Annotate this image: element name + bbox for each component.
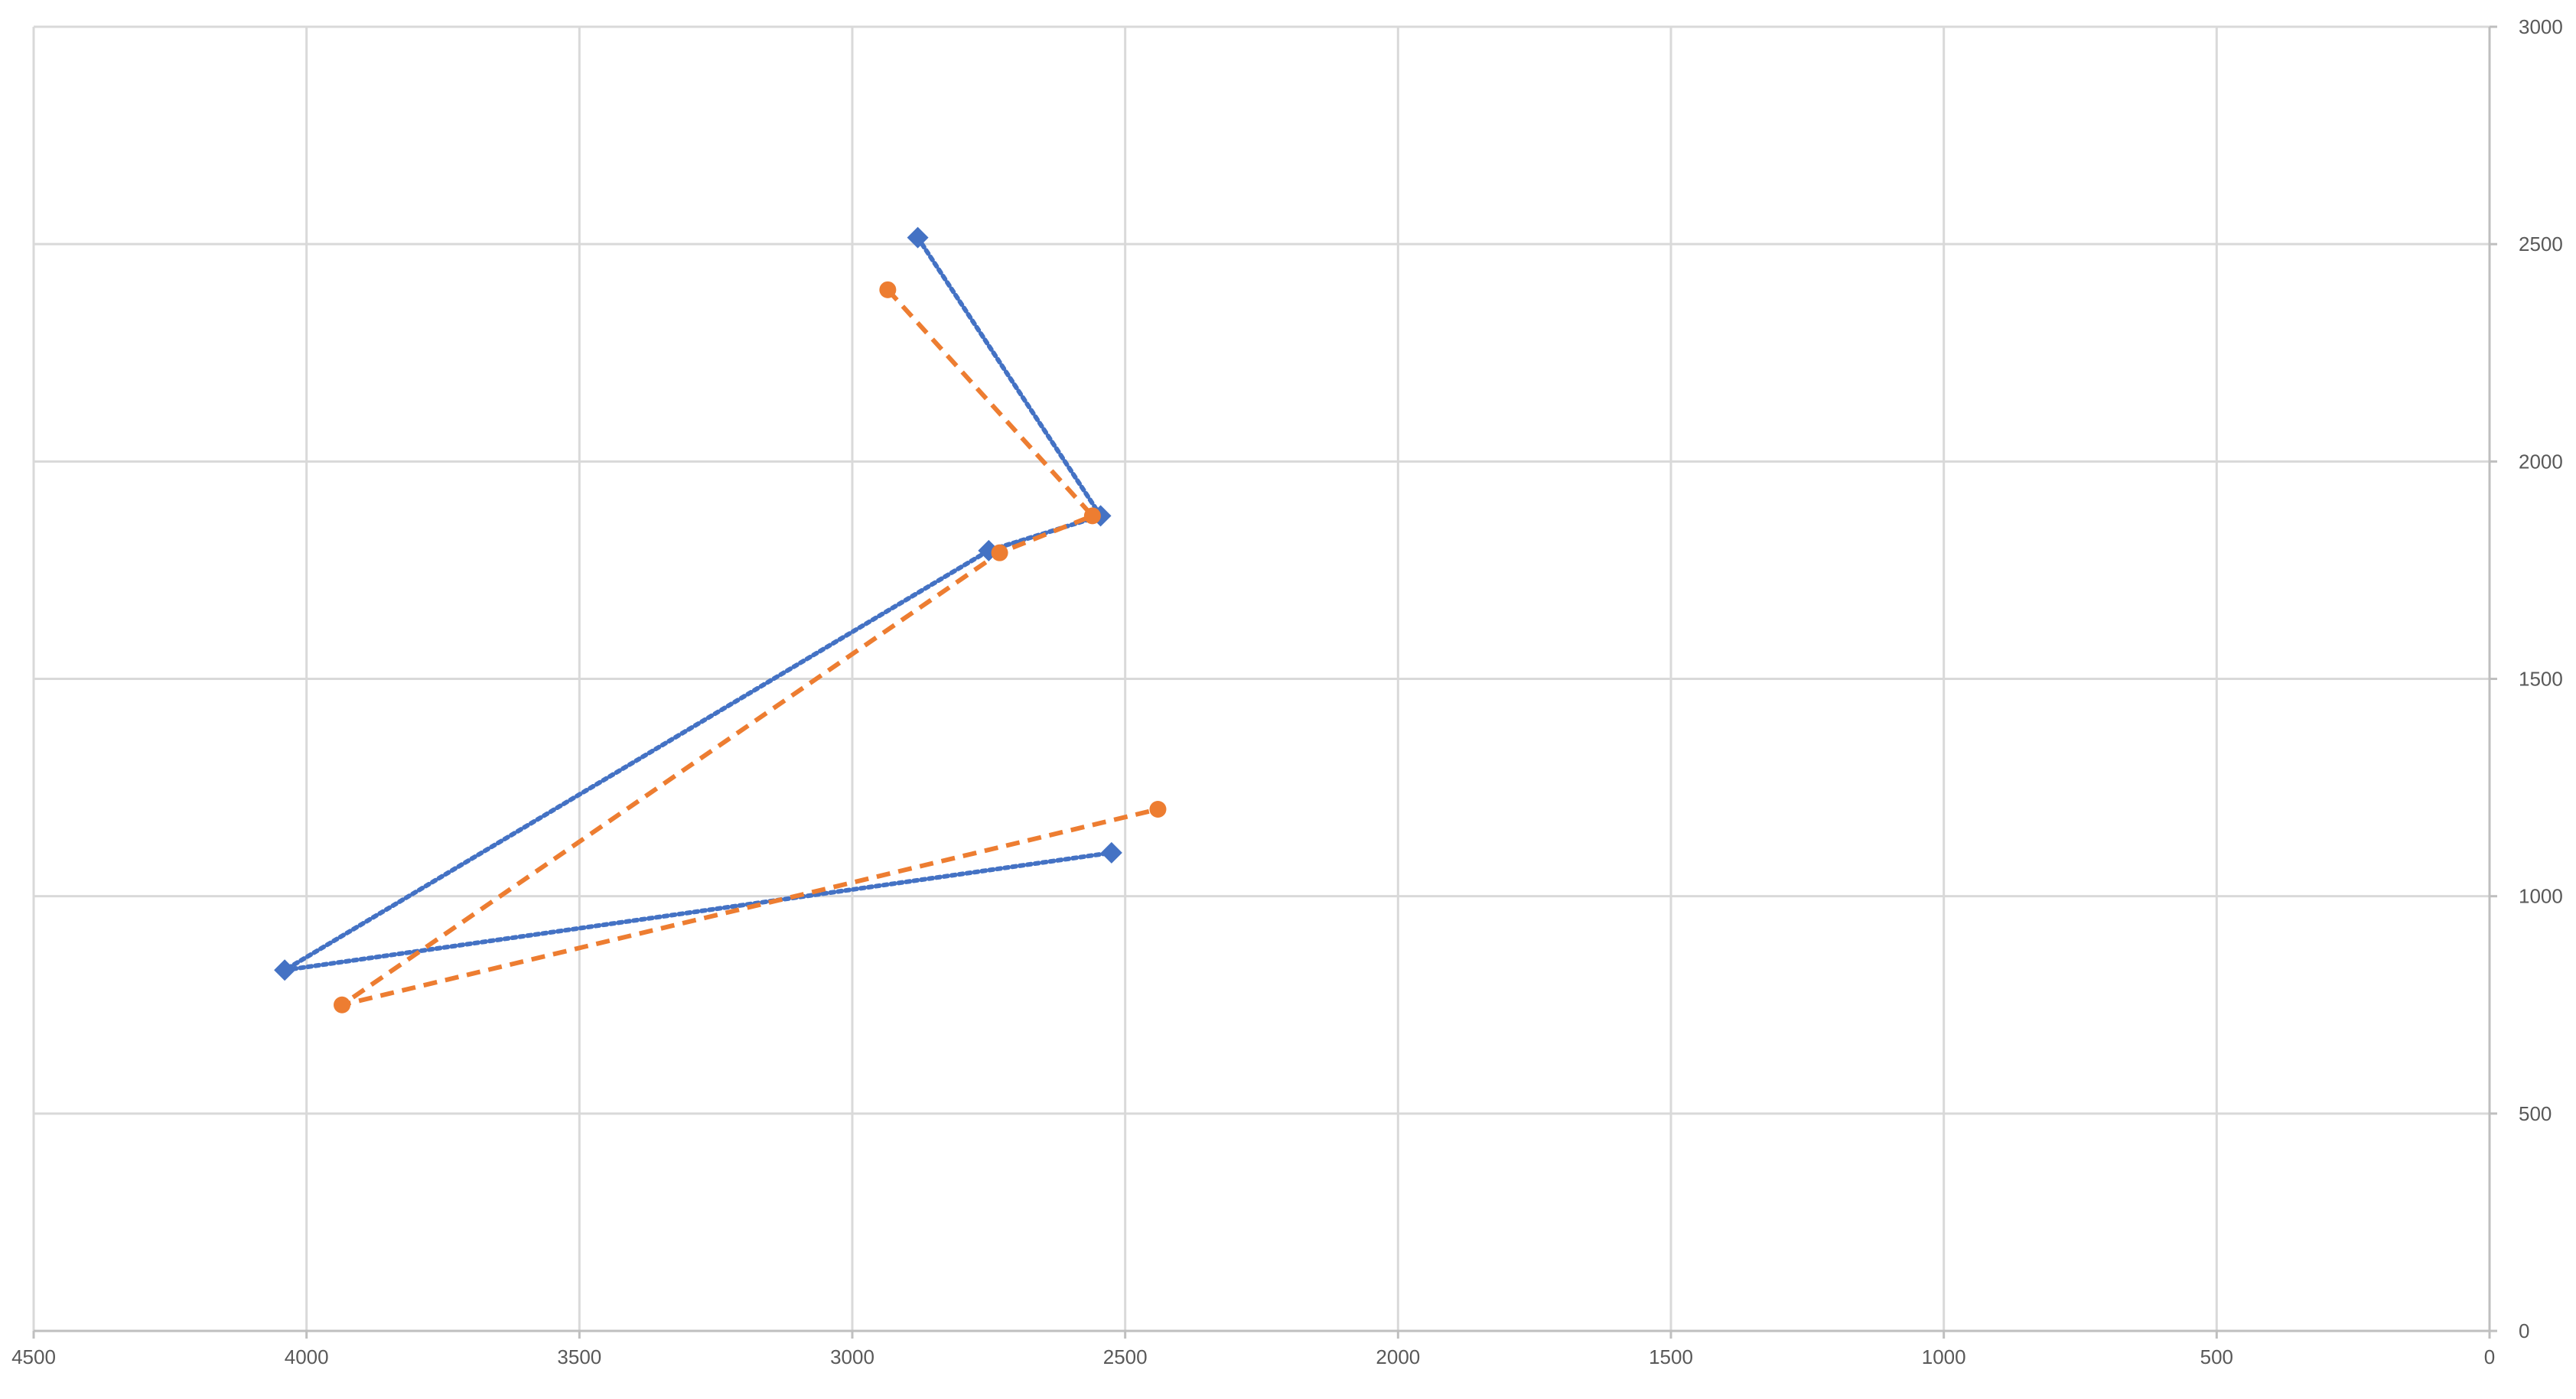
- series-2-point: [879, 281, 897, 298]
- y-tick-label: 2000: [2519, 450, 2563, 473]
- x-tick-label: 2500: [1103, 1345, 1148, 1368]
- x-tick-labels: 4500 4000 3500 3000 2500 2000 1500 1000 500 0: [11, 1345, 2495, 1368]
- x-tick-label: 4000: [285, 1345, 329, 1368]
- y-tick-label: 0: [2519, 1319, 2529, 1342]
- x-tick-label: 4500: [11, 1345, 56, 1368]
- series-2-point: [334, 996, 351, 1013]
- y-tick-label: 1000: [2519, 885, 2563, 908]
- y-tick-label: 2500: [2519, 233, 2563, 255]
- x-tick-label: 500: [2200, 1345, 2233, 1368]
- series-layer: [274, 226, 1167, 1013]
- x-tick-label: 2000: [1376, 1345, 1420, 1368]
- x-tick-label: 1500: [1649, 1345, 1693, 1368]
- series-1: [274, 226, 1122, 981]
- series-1-line: [282, 235, 1114, 973]
- x-tick-label: 0: [2484, 1345, 2495, 1368]
- y-tick-label: 1500: [2519, 668, 2563, 691]
- series-1-point: [1100, 841, 1122, 864]
- series-2: [334, 281, 1167, 1013]
- series-2-line: [340, 288, 1159, 1007]
- series-2-point: [991, 544, 1008, 561]
- x-tick-label: 3000: [830, 1345, 874, 1368]
- x-tick-label: 1000: [1922, 1345, 1966, 1368]
- gridlines: [34, 25, 2490, 1331]
- series-1-point: [907, 226, 929, 249]
- series-1-point: [274, 959, 296, 981]
- y-tick-label: 500: [2519, 1102, 2552, 1125]
- x-tick-label: 3500: [557, 1345, 601, 1368]
- series-2-point: [1149, 801, 1167, 818]
- y-tick-labels: 0 500 1000 1500 2000 2500 3000: [2519, 15, 2563, 1342]
- series-2-point: [1083, 507, 1101, 525]
- axes: [32, 25, 2497, 1339]
- y-tick-label: 3000: [2519, 15, 2563, 38]
